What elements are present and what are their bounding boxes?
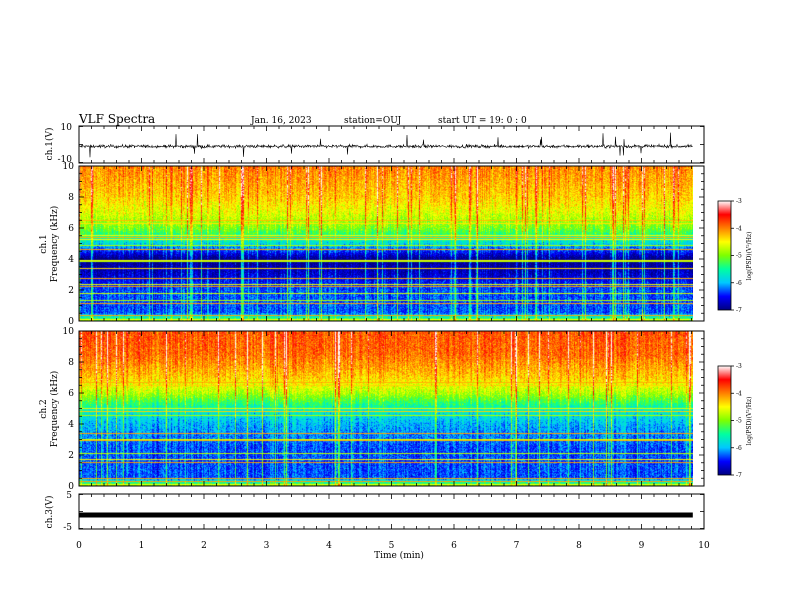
date-label: Jan. 16, 2023 (250, 116, 312, 126)
colorbar-tick-label: -4 (736, 390, 742, 397)
panel-ch3-waveform: 5 -5 ch.3(V) (44, 491, 705, 533)
time-axis-tick-labels: 0 1 2 3 4 5 6 7 8 9 10 (76, 541, 710, 551)
colorbar-ch1: -3 -4 -5 -6 -7 log(PSD)(V²/Hz) (717, 198, 753, 314)
ch2-spectrogram-image (79, 331, 693, 486)
colorbar-tick-label: -6 (736, 280, 742, 287)
colorbar-ch1-label: log(PSD)(V²/Hz) (746, 232, 753, 281)
time-tick-label: 4 (326, 541, 332, 551)
freq-tick-label: 10 (63, 327, 75, 337)
freq-tick-label: 2 (68, 451, 74, 461)
ch2-spectrogram-image-wrap (79, 331, 693, 486)
colorbar-ch2-bar (717, 365, 732, 476)
ch3-ytick-top: 5 (66, 491, 72, 501)
colorbar-tick-label: -3 (736, 198, 742, 205)
colorbar-tick-label: -5 (736, 253, 742, 260)
time-axis-label: Time (min) (374, 550, 424, 561)
station-label: station=OUJ (344, 116, 402, 126)
panel-ch2-spectrogram: 0 2 4 6 8 10 ch.2 Frequency (kHz) (39, 327, 705, 492)
ch2-spectrogram-ytick-labels: 0 2 4 6 8 10 (63, 327, 75, 492)
ch2-spectrogram-ticks (78, 330, 705, 487)
time-tick-label: 7 (514, 541, 520, 551)
ch1-spectrogram-ticks (78, 165, 705, 322)
ch1-waveform-ylabel: ch.1(V) (44, 128, 55, 161)
time-tick-label: 9 (639, 541, 645, 551)
ch1-spectrogram-image (79, 166, 693, 321)
ch1-waveform-ticks (78, 126, 705, 163)
ch2-spectrogram-ylabel: Frequency (kHz) (49, 371, 60, 448)
colorbar-tick-label: -7 (736, 307, 742, 314)
ch1-waveform-trace (78, 132, 693, 158)
ch3-waveform-trace (79, 512, 693, 518)
colorbar-ch2: -3 -4 -5 -6 -7 log(PSD)(V²/Hz) (717, 363, 753, 479)
colorbar-tick-label: -7 (736, 472, 742, 479)
ch1-ytick-bottom: -10 (58, 155, 73, 165)
ch1-spectrogram-ytick-labels: 0 2 4 6 8 10 (63, 162, 75, 327)
panel-ch1-waveform: 10 -10 ch.1(V) (44, 123, 705, 165)
figure-title: VLF Spectra (78, 112, 155, 126)
panel-ch1-spectrogram: 0 2 4 6 8 10 ch.1 Frequency (kHz) (39, 162, 705, 327)
ch1-ytick-top: 10 (61, 123, 73, 133)
time-tick-label: 2 (201, 541, 207, 551)
colorbar-ch2-ticks: -3 -4 -5 -6 -7 (731, 363, 742, 479)
colorbar-ch1-ticks: -3 -4 -5 -6 -7 (731, 198, 742, 314)
freq-tick-label: 6 (68, 389, 74, 399)
ch1-waveform-path (78, 132, 693, 158)
colorbar-ch2-label: log(PSD)(V²/Hz) (746, 397, 753, 446)
colorbar-tick-label: -5 (736, 418, 742, 425)
freq-tick-label: 2 (68, 286, 74, 296)
time-tick-label: 8 (576, 541, 582, 551)
start-time-label: start UT = 19: 0 : 0 (438, 116, 527, 126)
freq-tick-label: 0 (68, 317, 74, 327)
freq-tick-label: 4 (68, 420, 74, 430)
colorbar-ch1-bar (717, 200, 732, 311)
time-tick-label: 6 (451, 541, 457, 551)
ch1-spectrogram-ylabel: Frequency (kHz) (49, 206, 60, 283)
ch1-spectrogram-image-wrap (79, 166, 693, 321)
colorbar-tick-label: -6 (736, 445, 742, 452)
ch1-waveform-frame (78, 125, 705, 164)
time-tick-label: 1 (139, 541, 145, 551)
freq-tick-label: 8 (68, 193, 74, 203)
ch3-waveform-frame (78, 493, 705, 530)
ch2-spectrogram-channel-label: ch.2 (39, 399, 49, 418)
time-tick-label: 3 (264, 541, 270, 551)
ch3-ytick-bottom: -5 (63, 523, 72, 533)
freq-tick-label: 0 (68, 482, 74, 492)
colorbar-tick-label: -3 (736, 363, 742, 370)
time-tick-label: 10 (698, 541, 710, 551)
ch3-waveform-ticks (78, 494, 705, 529)
time-tick-label: 5 (389, 541, 395, 551)
freq-tick-label: 8 (68, 358, 74, 368)
freq-tick-label: 10 (63, 162, 75, 172)
freq-tick-label: 6 (68, 224, 74, 234)
freq-tick-label: 4 (68, 255, 74, 265)
ch3-waveform-ylabel: ch.3(V) (44, 496, 55, 529)
ch1-spectrogram-channel-label: ch.1 (39, 234, 49, 253)
colorbar-tick-label: -4 (736, 225, 742, 232)
time-tick-label: 0 (76, 541, 82, 551)
